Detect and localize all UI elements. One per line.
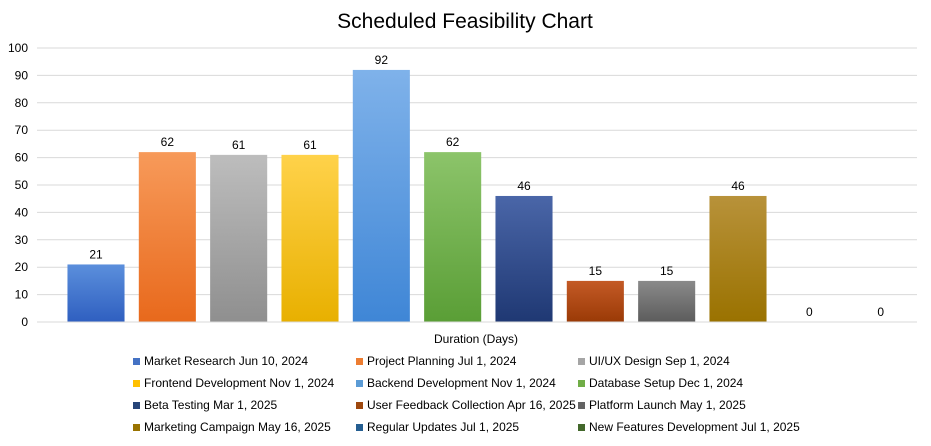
legend-label: Project Planning Jul 1, 2024 <box>367 354 517 368</box>
data-label-3: 61 <box>232 138 246 152</box>
x-axis-label: Duration (Days) <box>434 332 518 346</box>
legend-swatch <box>356 380 363 387</box>
data-label-8: 15 <box>589 264 603 278</box>
bar-5 <box>352 69 410 322</box>
legend-item-2: Project Planning Jul 1, 2024 <box>356 354 517 368</box>
legend-item-12: New Features Development Jul 1, 2025 <box>578 420 800 434</box>
bar-3 <box>210 154 268 322</box>
data-label-2: 62 <box>161 135 175 149</box>
data-labels: 21 62 61 61 92 62 46 15 15 46 0 0 <box>89 53 884 319</box>
y-tick-label: 10 <box>15 288 29 302</box>
bar-10 <box>709 195 767 322</box>
legend-item-9: Platform Launch May 1, 2025 <box>578 398 746 412</box>
legend-swatch <box>578 380 585 387</box>
y-tick-label: 90 <box>15 68 29 82</box>
data-label-9: 15 <box>660 264 674 278</box>
y-tick-label: 40 <box>15 205 29 219</box>
legend-swatch <box>356 402 363 409</box>
legend-label: Backend Development Nov 1, 2024 <box>367 376 556 390</box>
bar-7 <box>495 195 553 322</box>
legend-swatch <box>356 358 363 365</box>
y-tick-label: 30 <box>15 233 29 247</box>
legend-swatch <box>356 424 363 431</box>
bar-4 <box>281 154 339 322</box>
y-tick-label: 100 <box>8 41 28 55</box>
legend-label: Frontend Development Nov 1, 2024 <box>144 376 334 390</box>
legend-label: UI/UX Design Sep 1, 2024 <box>589 354 730 368</box>
bar-9 <box>638 280 696 322</box>
legend-label: User Feedback Collection Apr 16, 2025 <box>367 398 576 412</box>
y-axis-ticks: 0 10 20 30 40 50 60 70 80 90 100 <box>8 41 28 329</box>
bar-6 <box>424 152 482 322</box>
legend-item-3: UI/UX Design Sep 1, 2024 <box>578 354 730 368</box>
y-tick-label: 50 <box>15 178 29 192</box>
legend-item-7: Beta Testing Mar 1, 2025 <box>133 398 278 412</box>
data-label-4: 61 <box>303 138 317 152</box>
y-tick-label: 0 <box>21 315 28 329</box>
y-tick-label: 70 <box>15 123 29 137</box>
legend-label: Beta Testing Mar 1, 2025 <box>144 398 278 412</box>
legend-swatch <box>133 358 140 365</box>
data-label-11: 0 <box>806 305 813 319</box>
legend-swatch <box>133 380 140 387</box>
data-label-5: 92 <box>375 53 389 67</box>
legend-label: New Features Development Jul 1, 2025 <box>589 420 800 434</box>
legend-swatch <box>578 402 585 409</box>
data-label-7: 46 <box>517 179 531 193</box>
legend-label: Regular Updates Jul 1, 2025 <box>367 420 519 434</box>
bar-8 <box>566 280 624 322</box>
data-label-6: 62 <box>446 135 460 149</box>
data-label-10: 46 <box>731 179 745 193</box>
data-label-1: 21 <box>89 247 103 261</box>
legend: Market Research Jun 10, 2024 Project Plan… <box>133 354 800 434</box>
y-tick-label: 20 <box>15 260 29 274</box>
legend-item-6: Database Setup Dec 1, 2024 <box>578 376 743 390</box>
legend-swatch <box>578 424 585 431</box>
y-tick-label: 80 <box>15 96 29 110</box>
legend-label: Market Research Jun 10, 2024 <box>144 354 308 368</box>
legend-item-10: Marketing Campaign May 16, 2025 <box>133 420 331 434</box>
legend-item-5: Backend Development Nov 1, 2024 <box>356 376 556 390</box>
bar-1 <box>67 264 125 322</box>
legend-swatch <box>133 424 140 431</box>
legend-item-4: Frontend Development Nov 1, 2024 <box>133 376 334 390</box>
y-tick-label: 60 <box>15 151 29 165</box>
legend-swatch <box>133 402 140 409</box>
legend-label: Platform Launch May 1, 2025 <box>589 398 746 412</box>
legend-item-1: Market Research Jun 10, 2024 <box>133 354 308 368</box>
legend-item-8: User Feedback Collection Apr 16, 2025 <box>356 398 576 412</box>
bars <box>67 69 767 322</box>
legend-item-11: Regular Updates Jul 1, 2025 <box>356 420 519 434</box>
chart-title: Scheduled Feasibility Chart <box>337 10 593 33</box>
legend-label: Marketing Campaign May 16, 2025 <box>144 420 331 434</box>
legend-swatch <box>578 358 585 365</box>
bar-2 <box>138 152 196 322</box>
legend-label: Database Setup Dec 1, 2024 <box>589 376 743 390</box>
data-label-12: 0 <box>877 305 884 319</box>
